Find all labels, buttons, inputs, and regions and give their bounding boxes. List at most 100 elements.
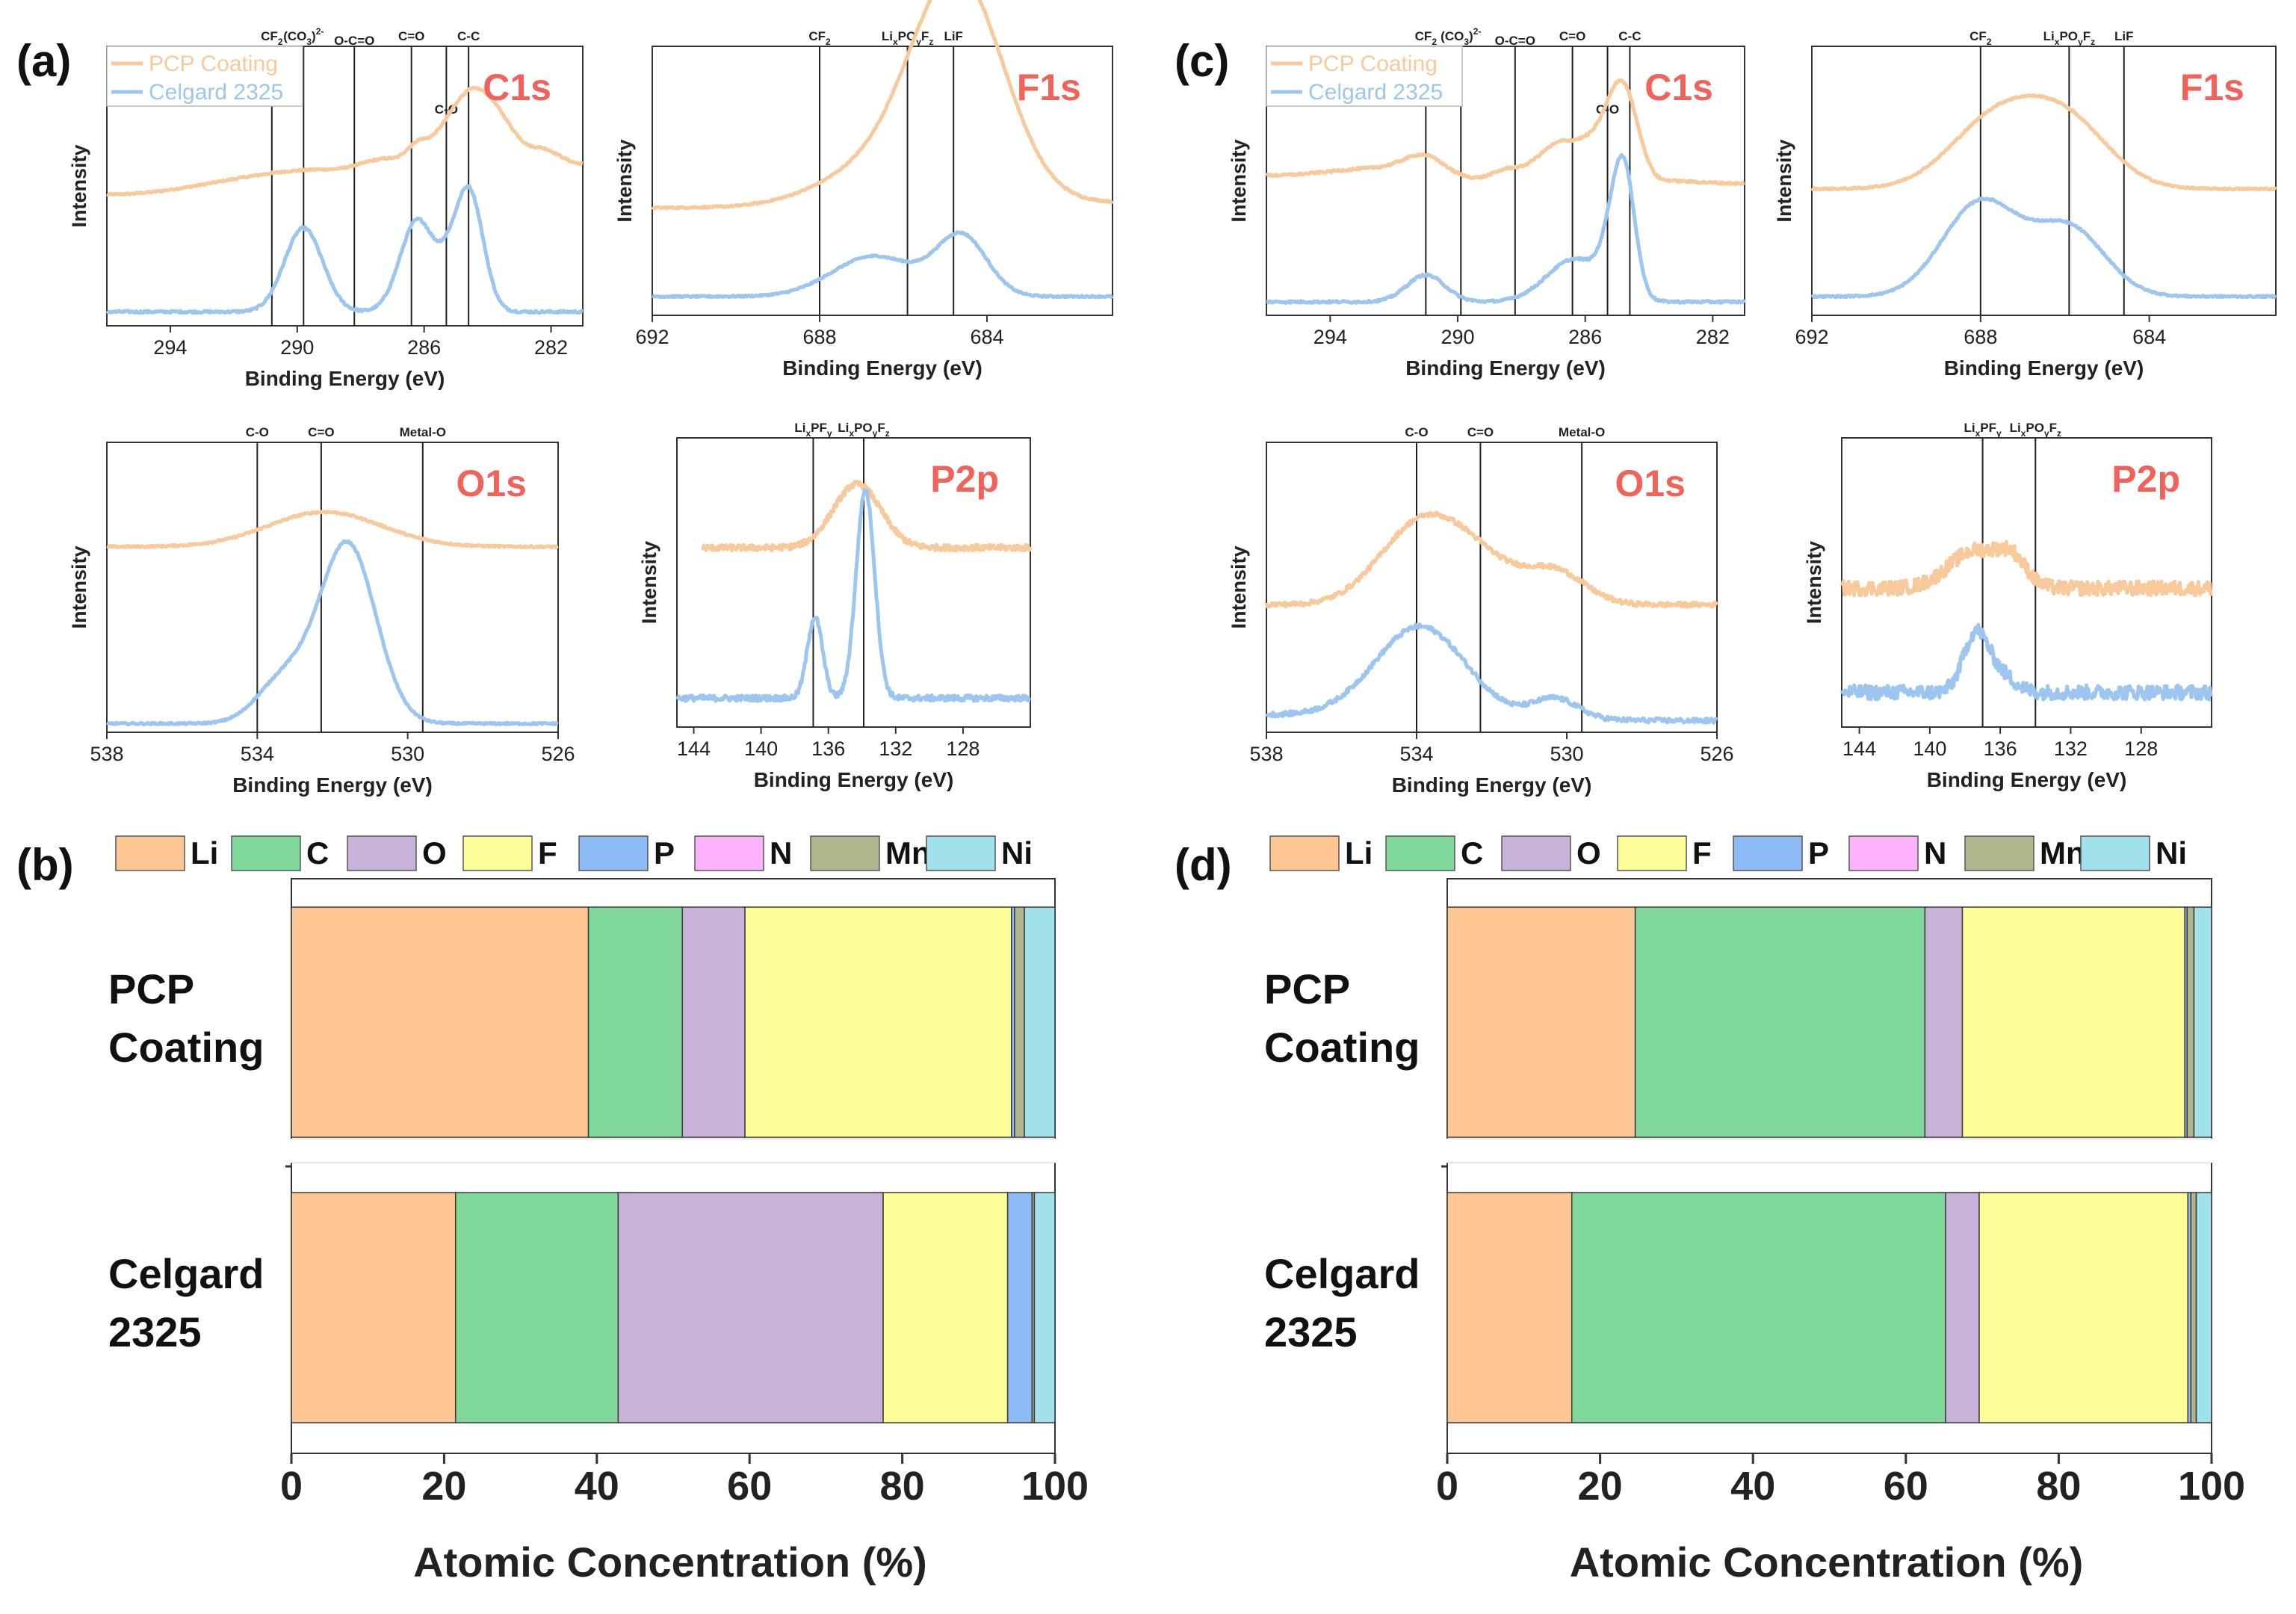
composition-bar-panel-b: PCP Coating Celgard 2325 0 20 40 60 80 100 Atomic … bbox=[108, 835, 1089, 1586]
x-axis-label: Binding Energy (eV) bbox=[232, 773, 433, 797]
axis-break bbox=[289, 1139, 1057, 1163]
x-axis-label: Binding Energy (eV) bbox=[1944, 356, 2144, 380]
peak-title: C1s bbox=[1644, 67, 1713, 108]
x-axis-label: Binding Energy (eV) bbox=[754, 768, 954, 791]
series-line-pcp-coating bbox=[105, 510, 560, 550]
legend-label: Ni bbox=[2156, 835, 2187, 871]
spectrum-panel-o1s: C-O C=O Metal-O O1s 538 534 530 526 Binding Ener… bbox=[68, 425, 575, 797]
x-tick-label: 290 bbox=[1441, 326, 1474, 348]
plot-frame bbox=[676, 437, 1031, 728]
x-tick-label: 692 bbox=[1795, 326, 1828, 348]
x-tick-label: 80 bbox=[2036, 1464, 2081, 1509]
axis-break bbox=[1445, 1139, 2214, 1163]
reference-label: LixPFy bbox=[1964, 421, 2002, 439]
x-tick-label: 20 bbox=[1578, 1464, 1623, 1509]
legend-swatch-n bbox=[1848, 835, 1919, 871]
reference-label: LixPOyFz bbox=[882, 29, 933, 47]
bar-segment-c bbox=[1634, 906, 1926, 1138]
reference-label: CF2 bbox=[1415, 29, 1438, 47]
bar-segment-li bbox=[291, 906, 590, 1138]
legend-box bbox=[106, 46, 303, 107]
bar-segment-o bbox=[1924, 906, 1964, 1138]
bar-segment-c bbox=[587, 906, 684, 1138]
legend-label: O bbox=[1576, 835, 1601, 871]
x-tick-label: 534 bbox=[241, 743, 274, 765]
y-axis-label: Intensity bbox=[1228, 545, 1250, 628]
plot-frame bbox=[1266, 46, 1745, 316]
x-axis-label: Binding Energy (eV) bbox=[782, 356, 983, 380]
bar-segment-o bbox=[617, 1192, 884, 1423]
x-tick-label: 282 bbox=[534, 336, 568, 359]
legend-swatch-p bbox=[1733, 835, 1803, 871]
x-tick-label: 132 bbox=[2054, 738, 2088, 760]
x-tick-label: 290 bbox=[280, 336, 314, 359]
plot-frame bbox=[1811, 46, 2277, 316]
legend-swatch-mn bbox=[1964, 835, 2034, 871]
x-tick-label: 282 bbox=[1696, 326, 1730, 348]
bar-segment-c bbox=[454, 1192, 619, 1423]
spectrum-panel-o1s: C-O C=O Metal-O O1s 538 534 530 526 Binding Ener… bbox=[1228, 425, 1734, 797]
x-tick-label: 100 bbox=[1021, 1464, 1089, 1509]
bar-segment-f bbox=[744, 906, 1012, 1138]
reference-label: O-C=O bbox=[1495, 34, 1535, 48]
element-legend: Li C O F P N Mn Ni bbox=[1269, 835, 2187, 871]
reference-label: CF2 bbox=[261, 29, 283, 47]
legend-label: Ni bbox=[1001, 835, 1033, 871]
legend-label: PCP Coating bbox=[1308, 52, 1438, 76]
x-tick-label: 0 bbox=[280, 1464, 303, 1509]
bar-segment-li bbox=[1446, 1192, 1573, 1423]
x-tick-label: 688 bbox=[1964, 326, 1997, 348]
x-tick-label: 530 bbox=[391, 743, 424, 765]
plot-frame bbox=[652, 46, 1113, 316]
series-line-pcp-coating bbox=[1810, 93, 2277, 192]
reference-label: C=O bbox=[1559, 29, 1585, 43]
category-label: Celgard bbox=[108, 1250, 264, 1297]
bar-segment-f bbox=[1978, 1192, 2189, 1423]
spectrum-panel-p2p: LixPFy LixPOyFz P2p 144 140 136 132 128 Binding … bbox=[638, 421, 1033, 791]
x-tick-label: 40 bbox=[575, 1464, 619, 1509]
bar-segment-ni bbox=[1033, 1192, 1056, 1423]
series-legend: PCP Coating Celgard 2325 bbox=[106, 46, 303, 107]
reference-label: C-O bbox=[1405, 425, 1428, 439]
peak-title: C1s bbox=[483, 67, 551, 108]
x-tick-label: 136 bbox=[1984, 738, 2017, 760]
legend-label: P bbox=[654, 835, 675, 871]
legend-label: C bbox=[306, 835, 329, 871]
x-axis-label: Binding Energy (eV) bbox=[245, 367, 445, 390]
series-line-pcp-coating bbox=[1265, 78, 1745, 187]
reference-label: LixPOyFz bbox=[838, 421, 889, 439]
peak-title: F1s bbox=[1017, 67, 1081, 108]
reference-label: O-C=O bbox=[334, 34, 374, 48]
series-line-celgard-2325 bbox=[1266, 152, 1747, 305]
series-line-celgard-2325 bbox=[105, 184, 584, 315]
reference-label: LixPFy bbox=[794, 421, 832, 439]
x-axis-label: Binding Energy (eV) bbox=[1392, 773, 1592, 797]
bar-segment-ni bbox=[2195, 1192, 2212, 1423]
x-tick-label: 20 bbox=[421, 1464, 466, 1509]
y-axis-label: Intensity bbox=[1228, 139, 1250, 222]
legend-label: N bbox=[770, 835, 792, 871]
x-tick-label: 538 bbox=[90, 743, 123, 765]
panel-letter: (a) bbox=[16, 36, 71, 86]
series-line-celgard-2325 bbox=[675, 488, 1032, 703]
panel-letter: (c) bbox=[1175, 36, 1229, 86]
x-tick-label: 684 bbox=[970, 326, 1003, 348]
legend-swatch-li bbox=[115, 835, 185, 871]
reference-label: C-O bbox=[246, 425, 269, 439]
legend-label: C bbox=[1461, 835, 1483, 871]
series-line-pcp-coating bbox=[651, 0, 1114, 211]
series-line-celgard-2325 bbox=[1265, 622, 1718, 725]
reference-label: Metal-O bbox=[400, 425, 446, 439]
legend-label: Celgard 2325 bbox=[149, 80, 283, 105]
y-axis-label: Intensity bbox=[68, 144, 90, 227]
reference-label: LiF bbox=[2114, 29, 2134, 43]
x-tick-label: 80 bbox=[880, 1464, 925, 1509]
x-tick-label: 286 bbox=[1568, 326, 1602, 348]
bar-segment-f bbox=[882, 1192, 1009, 1423]
bar-segment-c bbox=[1571, 1192, 1946, 1423]
x-tick-label: 684 bbox=[2132, 326, 2166, 348]
x-tick-label: 534 bbox=[1399, 743, 1433, 765]
legend-swatch-ni bbox=[926, 835, 996, 871]
